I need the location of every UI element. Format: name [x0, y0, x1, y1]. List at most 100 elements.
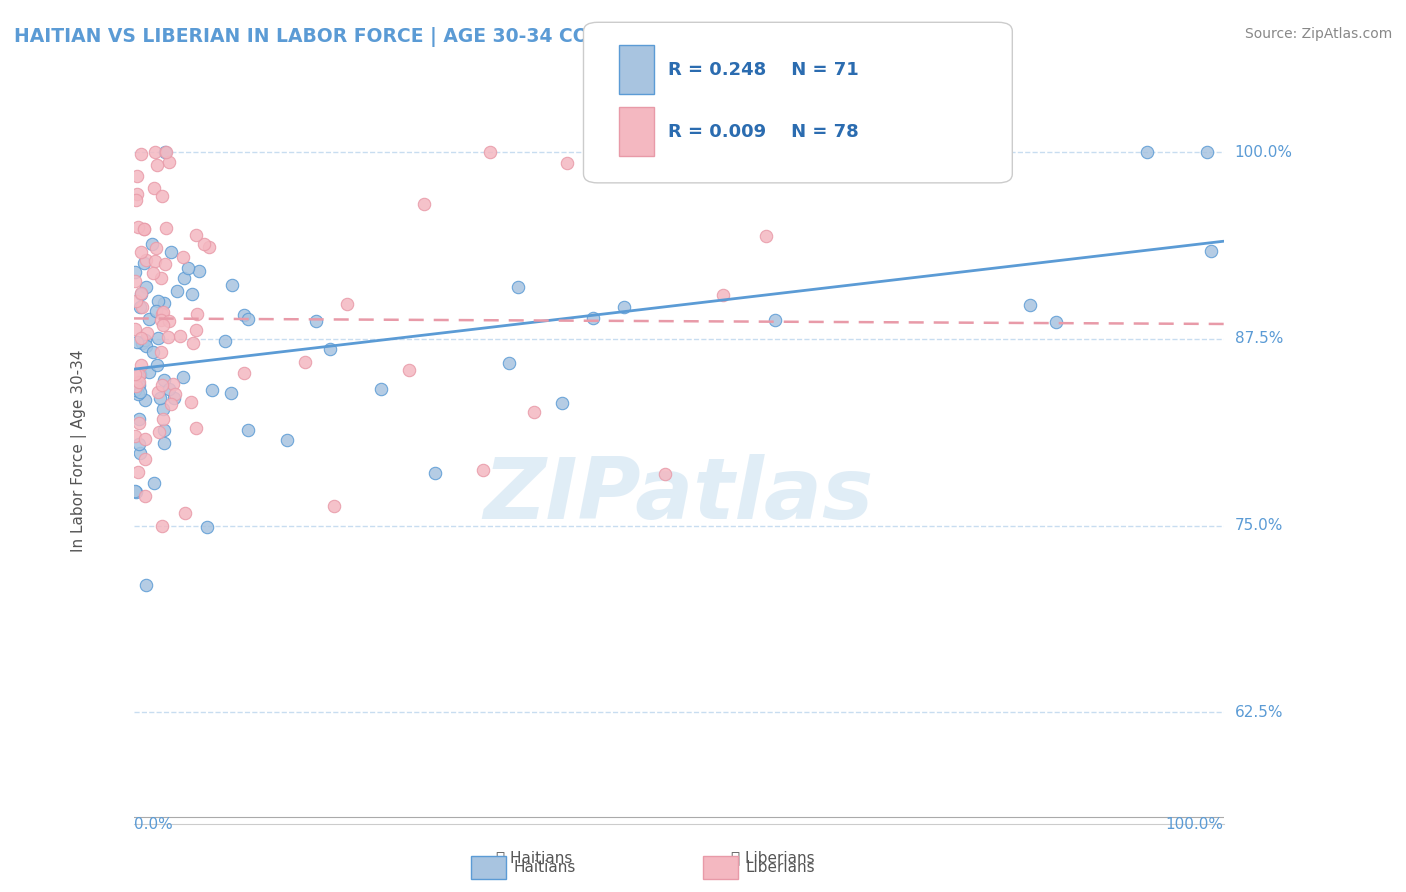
Haitians — [1045, 315, 1067, 329]
Haitians — [135, 280, 157, 294]
Liberians — [163, 387, 186, 401]
Liberians — [128, 368, 150, 382]
Text: Haitians: Haitians — [513, 861, 575, 875]
Liberians — [124, 322, 146, 336]
Haitians — [127, 386, 149, 401]
Haitians — [318, 342, 340, 356]
Haitians — [152, 402, 174, 417]
Liberians — [128, 465, 150, 479]
Haitians — [124, 484, 146, 499]
Haitians — [128, 412, 150, 426]
Liberians — [172, 250, 194, 264]
Haitians — [134, 333, 156, 347]
Liberians — [125, 187, 148, 202]
Haitians — [128, 300, 150, 314]
Liberians — [156, 330, 179, 344]
Haitians — [201, 384, 224, 398]
Liberians — [152, 318, 174, 333]
Haitians — [508, 280, 530, 294]
Liberians — [148, 425, 170, 439]
Haitians — [219, 386, 242, 401]
Liberians — [152, 412, 174, 426]
Liberians — [152, 189, 174, 203]
Liberians — [398, 363, 420, 377]
Haitians — [160, 244, 183, 259]
Haitians — [125, 379, 148, 393]
Haitians — [153, 423, 176, 437]
Liberians — [150, 313, 173, 327]
Haitians — [582, 311, 605, 326]
Liberians — [142, 266, 165, 280]
Liberians — [136, 326, 159, 341]
Liberians — [472, 463, 495, 477]
Haitians — [131, 336, 153, 351]
Liberians — [127, 220, 149, 235]
Liberians — [143, 254, 166, 268]
Haitians — [138, 312, 160, 326]
Text: 87.5%: 87.5% — [1234, 331, 1282, 346]
Haitians — [129, 384, 152, 399]
Liberians — [134, 222, 156, 236]
Liberians — [134, 222, 156, 236]
Liberians — [125, 169, 148, 183]
Text: In Labor Force | Age 30-34: In Labor Force | Age 30-34 — [72, 350, 87, 552]
Haitians — [157, 382, 180, 396]
Haitians — [152, 373, 174, 387]
Haitians — [238, 423, 260, 437]
Haitians — [129, 368, 152, 382]
Haitians — [135, 578, 157, 592]
Haitians — [172, 370, 194, 384]
Liberians — [125, 294, 148, 309]
Liberians — [555, 156, 578, 170]
Haitians — [141, 236, 163, 251]
Liberians — [193, 236, 215, 251]
Liberians — [128, 375, 150, 389]
Haitians — [145, 304, 167, 318]
Haitians — [232, 309, 254, 323]
Haitians — [188, 264, 211, 278]
Liberians — [155, 145, 177, 160]
Haitians — [498, 356, 520, 370]
Haitians — [763, 312, 786, 326]
Text: R = 0.009    N = 78: R = 0.009 N = 78 — [668, 123, 859, 141]
Liberians — [160, 397, 183, 411]
Haitians — [305, 314, 328, 328]
Liberians — [145, 158, 167, 172]
Text: ZIPatlas: ZIPatlas — [484, 454, 873, 537]
Haitians — [146, 331, 169, 345]
Liberians — [294, 355, 316, 369]
Liberians — [233, 366, 256, 380]
Text: Source: ZipAtlas.com: Source: ZipAtlas.com — [1244, 27, 1392, 41]
Liberians — [145, 240, 167, 254]
Haitians — [128, 378, 150, 392]
Haitians — [128, 437, 150, 451]
Liberians — [157, 154, 180, 169]
Text: 0.0%: 0.0% — [134, 817, 173, 832]
Liberians — [184, 323, 207, 337]
Liberians — [131, 300, 153, 314]
Text: R = 0.248    N = 71: R = 0.248 N = 71 — [668, 61, 859, 78]
Liberians — [149, 271, 172, 285]
Haitians — [236, 312, 259, 326]
Haitians — [142, 345, 165, 359]
Text: Liberians: Liberians — [745, 861, 815, 875]
Haitians — [124, 383, 146, 397]
Liberians — [150, 518, 173, 533]
Liberians — [478, 145, 501, 160]
Liberians — [129, 358, 152, 372]
Liberians — [124, 274, 146, 288]
Haitians — [152, 296, 174, 310]
Liberians — [135, 252, 157, 267]
Liberians — [125, 379, 148, 393]
Liberians — [336, 297, 359, 311]
Haitians — [124, 265, 146, 279]
Text: ⬜ Haitians: ⬜ Haitians — [496, 850, 572, 865]
Haitians — [1199, 244, 1222, 259]
Text: ⬜ Liberians: ⬜ Liberians — [731, 850, 815, 865]
Liberians — [184, 228, 207, 243]
Haitians — [129, 446, 152, 460]
Liberians — [412, 197, 434, 211]
Haitians — [166, 284, 188, 298]
Liberians — [150, 344, 173, 359]
Liberians — [129, 285, 152, 300]
